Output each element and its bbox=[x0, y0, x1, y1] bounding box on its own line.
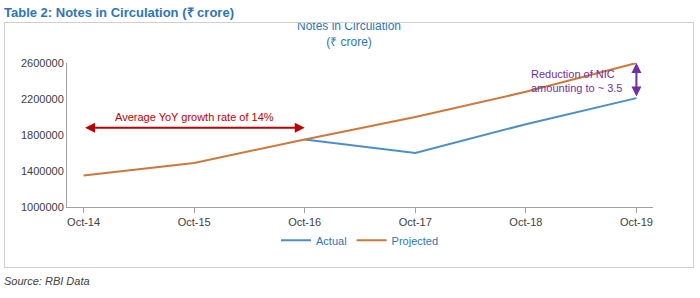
svg-text:Oct-14: Oct-14 bbox=[67, 216, 100, 228]
svg-text:Notes in Circulation(₹ crore): Notes in Circulation(₹ crore) bbox=[297, 23, 401, 49]
svg-text:2600000: 2600000 bbox=[21, 57, 64, 69]
svg-text:Oct-16: Oct-16 bbox=[288, 216, 321, 228]
svg-text:Projected: Projected bbox=[392, 235, 438, 247]
svg-text:Oct-15: Oct-15 bbox=[178, 216, 211, 228]
svg-text:2200000: 2200000 bbox=[21, 93, 64, 105]
svg-text:Oct-18: Oct-18 bbox=[509, 216, 542, 228]
html-text:Source: RBI Data: Source: RBI Data bbox=[4, 275, 90, 287]
svg-text:Reduction of NICamounting to ~: Reduction of NICamounting to ~ 3.5 bbox=[531, 68, 622, 94]
svg-text:Actual: Actual bbox=[316, 235, 347, 247]
svg-text:1000000: 1000000 bbox=[21, 201, 64, 213]
html-text:Table 2: Notes in Circulation: Table 2: Notes in Circulation (₹ crore) bbox=[4, 5, 234, 20]
svg-text:1400000: 1400000 bbox=[21, 165, 64, 177]
svg-text:Oct-19: Oct-19 bbox=[620, 216, 653, 228]
svg-text:Oct-17: Oct-17 bbox=[399, 216, 432, 228]
svg-text:1800000: 1800000 bbox=[21, 129, 64, 141]
svg-text:Average YoY growth rate of 14%: Average YoY growth rate of 14% bbox=[115, 111, 274, 123]
